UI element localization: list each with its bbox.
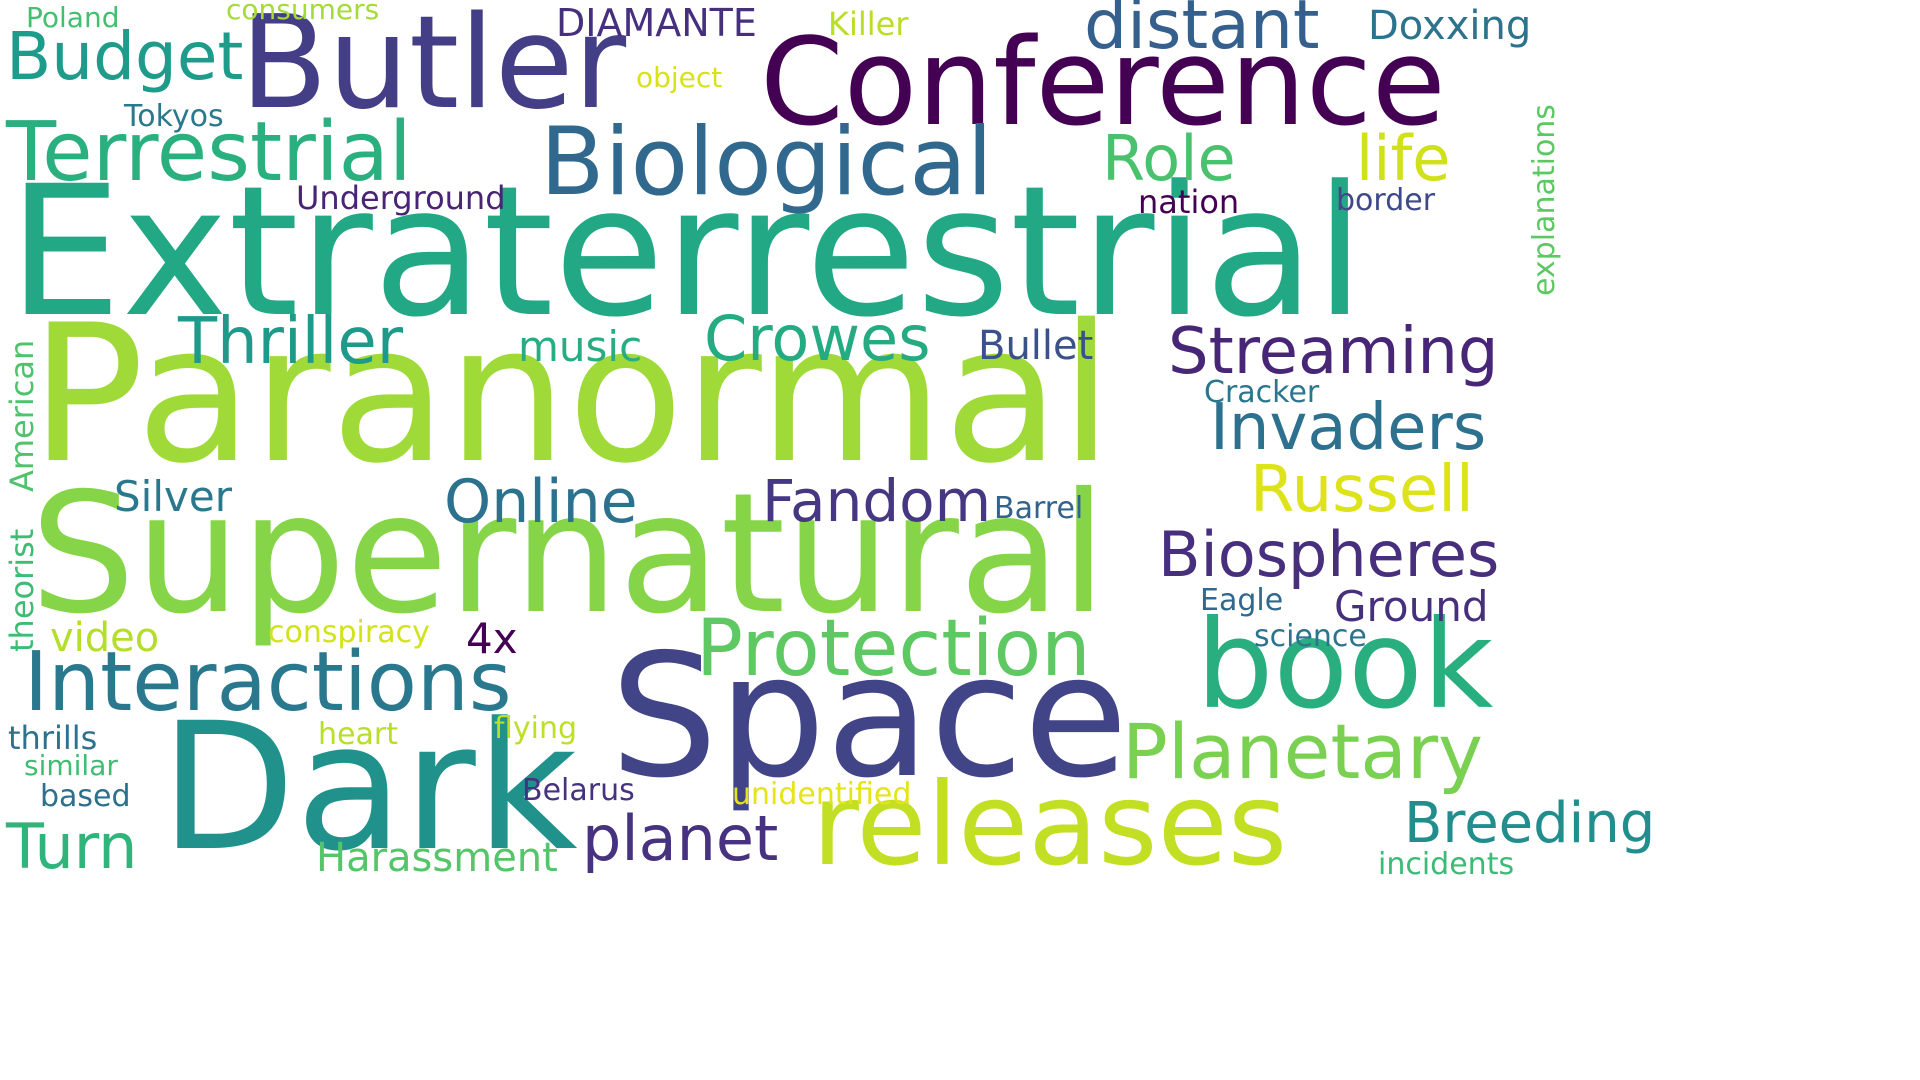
word-role: Role <box>1102 122 1236 195</box>
word-life: life <box>1356 122 1451 195</box>
word-video: 4x <box>466 614 518 663</box>
word-supernatural: Supernatural <box>30 458 1107 651</box>
word-flying: flying <box>494 711 578 746</box>
word-doxxing: Doxxing <box>1368 3 1532 49</box>
word-thriller: Thriller <box>178 305 403 379</box>
word-science: science <box>1254 619 1367 654</box>
word-paranormal: Paranormal <box>30 284 1113 505</box>
word-explanations: explanations <box>1527 104 1562 296</box>
word-space: Space <box>610 618 1129 816</box>
word-incidents: incidents <box>1378 847 1515 882</box>
word-budget: Budget <box>6 18 244 95</box>
word-similar: similar <box>24 749 118 782</box>
word-barrel: Barrel <box>994 491 1084 526</box>
word-theorist: theorist <box>3 528 41 652</box>
word-bullet: video <box>50 615 160 661</box>
word-terrestrial: Terrestrial <box>6 105 412 200</box>
word-turn: Turn <box>6 810 138 883</box>
word-object: object <box>636 61 723 94</box>
word-underground: Underground <box>296 179 506 217</box>
word-online: Online <box>444 467 638 537</box>
word-belarus: Belarus <box>522 773 635 808</box>
word-interactions: Interactions <box>24 635 512 730</box>
word-biospheres: Biospheres <box>1158 518 1500 591</box>
word-based: based <box>40 779 131 814</box>
word-nation: nation <box>1138 183 1240 221</box>
word-border: border <box>1336 183 1436 218</box>
word-music: Bullet <box>978 323 1094 369</box>
word-planetary: Planetary <box>1122 707 1484 796</box>
word-4x: Breeding <box>1404 791 1656 856</box>
word-tokyos: Tokyos <box>124 99 224 134</box>
word-conspiracy: conspiracy <box>268 615 430 650</box>
word-american: American <box>3 339 41 492</box>
word-ground: Ground <box>1334 582 1489 631</box>
word-dark: Dark <box>160 685 578 890</box>
word-harassment: Harassment <box>316 835 558 881</box>
word-streaming: Streaming <box>1168 315 1499 389</box>
word-eagle: Eagle <box>1200 583 1284 618</box>
word-thrills: thrills <box>8 719 98 757</box>
word-biological: Biological <box>540 108 993 217</box>
word-russell: Russell <box>1250 453 1474 527</box>
word-consumers: consumers <box>226 0 380 26</box>
word-invaders: Invaders <box>1210 391 1487 465</box>
word-fandom: Fandom <box>762 467 992 535</box>
word-planet: planet <box>582 802 779 875</box>
word-cracker: Cracker <box>1204 375 1320 410</box>
word-butler: Butler <box>240 0 627 138</box>
word-poland: Poland <box>26 1 120 34</box>
word-distant: distant <box>1084 0 1320 65</box>
word-crowes: Crowes <box>704 302 931 375</box>
word-unidentified: unidentified <box>732 777 912 812</box>
word-breeding: Silver <box>114 472 232 521</box>
word-silver: music <box>518 322 643 371</box>
word-extraterrestrial: Extraterrestrial <box>8 148 1365 357</box>
word-heart: heart <box>318 717 398 752</box>
word-releases: releases <box>812 758 1288 891</box>
word-killer: Killer <box>828 5 909 43</box>
word-protection: Protection <box>696 604 1091 694</box>
word-conference: Conference <box>760 14 1446 153</box>
word-book: book <box>1196 594 1494 736</box>
word-diamante: DIAMANTE <box>556 1 757 45</box>
